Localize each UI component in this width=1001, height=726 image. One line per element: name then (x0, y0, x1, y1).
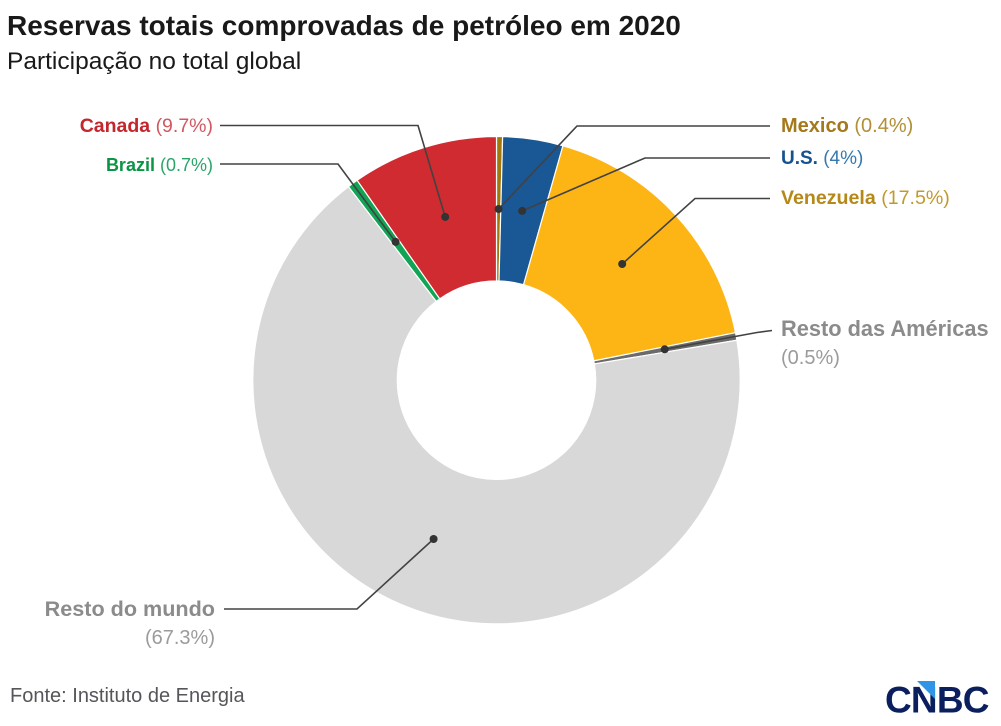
svg-text:CNBC: CNBC (885, 680, 989, 719)
